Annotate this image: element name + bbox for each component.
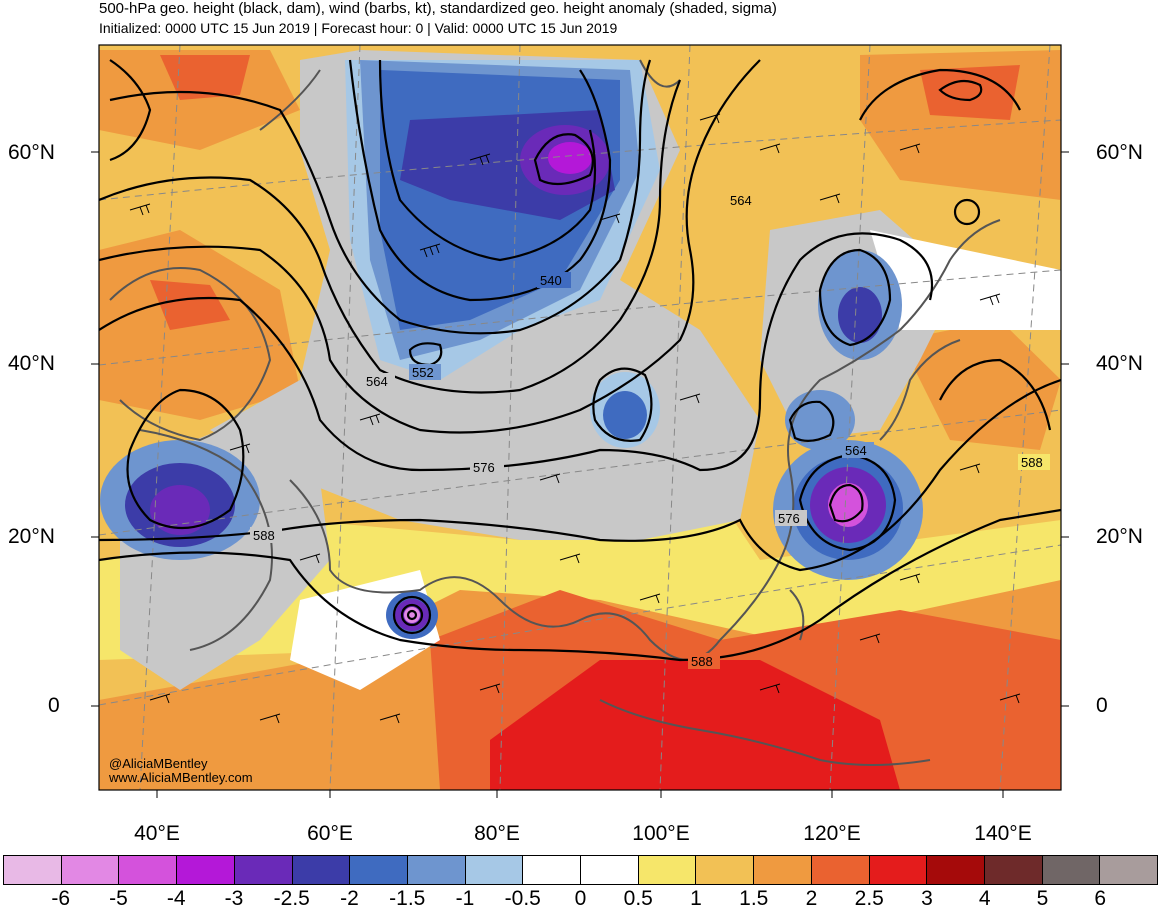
- contour-label: 588: [253, 528, 275, 543]
- colorbar-label: 1: [690, 887, 702, 910]
- axis-ticks: [91, 151, 1069, 798]
- anomaly-low-east-china-sea-core: [828, 483, 868, 527]
- colorbar-swatch: [696, 856, 755, 884]
- colorbar-label: 5: [1036, 887, 1049, 910]
- colorbar-swatch: [811, 856, 870, 884]
- colorbar-swatch: [61, 856, 120, 884]
- colorbar-label: -4: [166, 887, 186, 910]
- colorbar-label: 6: [1094, 887, 1107, 910]
- colorbar-swatch: [638, 856, 697, 884]
- colorbar-label: -0.5: [504, 887, 541, 910]
- colorbar-label: -3: [224, 887, 244, 910]
- chart-subtitle: Initialized: 0000 UTC 15 Jun 2019 | Fore…: [99, 20, 618, 36]
- contour-label: 588: [1021, 455, 1043, 470]
- contour-label: 564: [730, 193, 752, 208]
- colorbar-swatch: [465, 856, 524, 884]
- wind-barbs: [129, 113, 1021, 724]
- anomaly-white-east-china-sea: [870, 230, 1061, 330]
- colorbar-swatch: [119, 856, 178, 884]
- lon-label: 60°E: [307, 822, 353, 845]
- colorbar-swatch: [754, 856, 812, 884]
- colorbar-label: 0: [574, 887, 587, 910]
- colorbar-swatch: [292, 856, 351, 884]
- colorbar: [3, 855, 1158, 885]
- colorbar-label: 2.5: [854, 887, 884, 910]
- contour-label: 576: [778, 511, 800, 526]
- chart-title: 500-hPa geo. height (black, dam), wind (…: [99, 0, 777, 17]
- colorbar-label: 3: [921, 887, 933, 910]
- colorbar-swatch: [234, 856, 293, 884]
- colorbar-swatch: [407, 856, 466, 884]
- height-contours: [99, 59, 1061, 662]
- lat-label-right: 0: [1096, 694, 1108, 717]
- colorbar-label: -2: [340, 887, 359, 910]
- lon-label: 140°E: [974, 822, 1032, 845]
- coastlines: [109, 59, 1001, 766]
- contour-label: 552: [412, 365, 434, 380]
- anomaly-red-ne: [920, 65, 1020, 120]
- lat-label-left: 20°N: [8, 525, 55, 548]
- credit-handle: @AliciaMBentley: [109, 756, 208, 771]
- anomaly-red-europe: [150, 280, 230, 330]
- colorbar-swatch: [4, 856, 62, 884]
- lon-label: 100°E: [632, 822, 690, 845]
- anomaly-deep-red-indonesia: [490, 660, 900, 790]
- contour-label: 540: [540, 273, 562, 288]
- lon-label: 120°E: [803, 822, 861, 845]
- contour-label-group: 564 540 564 552 576 588 564 576 588 588: [250, 192, 1050, 669]
- lat-label-right: 60°N: [1096, 141, 1143, 164]
- colorbar-swatch: [927, 856, 985, 884]
- colorbar-swatch: [1042, 856, 1101, 884]
- colorbar-swatch: [869, 856, 928, 884]
- lon-label: 40°E: [134, 822, 180, 845]
- colorbar-swatch: [177, 856, 235, 884]
- lat-label-left: 40°N: [8, 352, 55, 375]
- lon-label: 80°E: [474, 822, 520, 845]
- contour-label: 564: [366, 374, 388, 389]
- colorbar-label: 0.5: [623, 887, 653, 910]
- colorbar-label: -6: [51, 887, 71, 910]
- anomaly-low-central-core: [603, 391, 647, 439]
- colorbar-label: -1.5: [389, 887, 426, 910]
- colorbar-label: 1.5: [739, 887, 769, 910]
- colorbar-swatch: [1100, 856, 1158, 884]
- anomaly-red-nw: [160, 55, 250, 100]
- colorbar-swatch: [350, 856, 408, 884]
- graticule: [99, 45, 1061, 790]
- lat-label-right: 20°N: [1096, 525, 1143, 548]
- colorbar-swatch: [581, 856, 639, 884]
- colorbar-label: -5: [109, 887, 128, 910]
- anomaly-violet-core: [548, 142, 592, 174]
- lat-label-left: 0: [48, 694, 60, 717]
- lat-label-right: 40°N: [1096, 352, 1143, 375]
- colorbar-label: 4: [978, 887, 991, 910]
- contour-label: 564: [845, 443, 867, 458]
- contour-label: 576: [473, 460, 495, 475]
- colorbar-swatch: [984, 856, 1043, 884]
- colorbar-label: 2: [805, 887, 818, 910]
- anomaly-cyclone-arabian-sea-core: [404, 607, 420, 623]
- colorbar-label: -1: [455, 887, 475, 910]
- colorbar-label: -2.5: [273, 887, 310, 910]
- anomaly-orange-japan-east: [900, 320, 1061, 450]
- lat-label-left: 60°N: [8, 141, 55, 164]
- credit-site: www.AliciaMBentley.com: [109, 770, 253, 785]
- anomaly-orange-nw: [99, 50, 300, 150]
- contour-label: 588: [691, 654, 713, 669]
- map-frame: [98, 44, 1062, 791]
- colorbar-swatch: [523, 856, 582, 884]
- anomaly-low-ne-china-core: [838, 287, 882, 343]
